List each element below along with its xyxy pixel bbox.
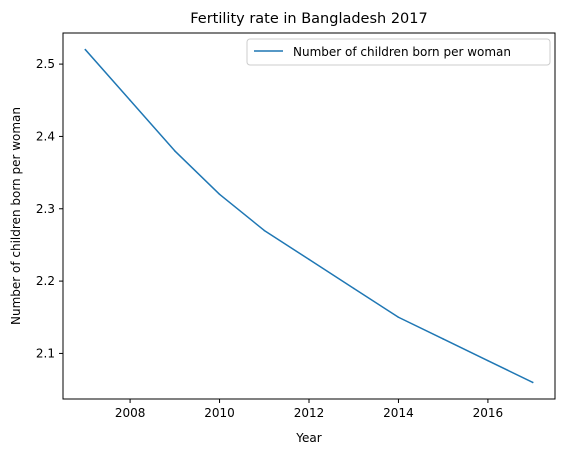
data-point bbox=[397, 316, 400, 319]
y-tick-label: 2.4 bbox=[36, 129, 55, 143]
y-tick-label: 2.1 bbox=[36, 346, 55, 360]
y-tick-label: 2.5 bbox=[36, 57, 55, 71]
chart-title: Fertility rate in Bangladesh 2017 bbox=[190, 11, 428, 27]
data-point bbox=[352, 287, 355, 290]
x-axis-label: Year bbox=[295, 431, 321, 445]
x-tick-label: 2014 bbox=[383, 406, 414, 420]
legend-series-label: Number of children born per woman bbox=[293, 45, 511, 59]
y-tick-label: 2.2 bbox=[36, 274, 55, 288]
data-point bbox=[129, 99, 131, 102]
data-point bbox=[531, 381, 534, 384]
x-tick-label: 2008 bbox=[115, 406, 146, 420]
data-point bbox=[174, 150, 176, 152]
series-layer bbox=[84, 48, 534, 384]
x-tick-label: 2012 bbox=[294, 406, 325, 420]
x-tick-label: 2010 bbox=[204, 406, 235, 420]
data-point bbox=[442, 338, 444, 340]
y-axis: 2.1 2.2 2.3 2.4 2.5 bbox=[36, 57, 63, 360]
data-point bbox=[263, 229, 266, 232]
data-point bbox=[487, 359, 489, 362]
y-axis-label: Number of children born per woman bbox=[9, 107, 23, 325]
y-tick-label: 2.3 bbox=[36, 202, 55, 216]
legend: Number of children born per woman bbox=[246, 38, 551, 66]
legend-box bbox=[246, 38, 551, 66]
data-point bbox=[218, 193, 221, 196]
data-point bbox=[308, 258, 310, 261]
data-point bbox=[84, 48, 87, 51]
x-axis: 2008 2010 2012 2014 2016 bbox=[115, 399, 503, 420]
x-tick-label: 2016 bbox=[473, 406, 504, 420]
